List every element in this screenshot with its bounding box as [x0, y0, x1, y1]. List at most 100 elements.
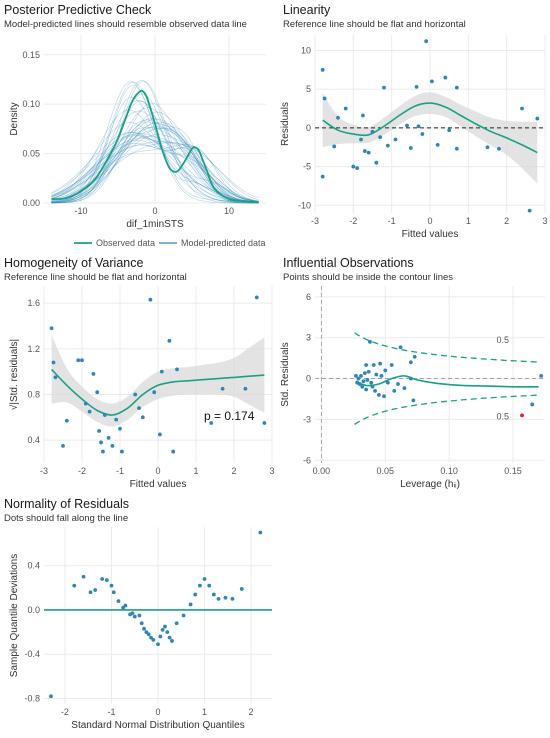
x-tick-label: 3: [269, 466, 274, 476]
predicted-density-line: [51, 118, 259, 203]
observation-point: [364, 387, 369, 392]
residual-point: [382, 85, 386, 90]
residual-point: [148, 297, 153, 302]
observation-point: [383, 368, 388, 373]
x-tick-label: -1: [107, 707, 115, 717]
qq-chart: -2 -1 0 1 2 -0.8 -0.4 0.0 0.4 Standard Normal Dis…: [9, 527, 272, 731]
loess-line: [355, 375, 539, 388]
x-tick-label: 0.10: [440, 466, 458, 476]
quantile-point: [163, 624, 167, 629]
y-tick-label: -0.8: [24, 693, 40, 703]
quantile-point: [165, 630, 170, 634]
quantile-point: [123, 603, 128, 608]
x-axis-label: Leverage (hᵢᵢ): [400, 479, 460, 490]
residual-point: [447, 128, 452, 133]
observation-point: [385, 380, 390, 385]
observation-point: [374, 372, 379, 377]
residual-point: [424, 39, 429, 44]
observation-point: [396, 382, 400, 386]
predicted-density-line: [51, 93, 259, 204]
residual-point: [106, 435, 111, 440]
x-tick-label: 1: [466, 216, 471, 226]
quantile-point: [88, 590, 93, 595]
observation-point: [366, 369, 371, 374]
ppc-title: Posterior Predictive Check: [4, 3, 152, 17]
quantile-point: [111, 590, 116, 595]
observation-point: [379, 373, 384, 378]
y-tick-label: 0: [306, 123, 311, 133]
residual-point: [366, 150, 371, 155]
residual-point: [520, 106, 524, 111]
x-tick-label: 10: [224, 206, 234, 216]
residual-point: [99, 440, 103, 445]
residual-point: [343, 106, 348, 111]
hov-subtitle: Reference line should be flat and horizo…: [4, 272, 187, 283]
observation-point: [411, 398, 416, 403]
residual-point: [158, 432, 162, 437]
quantile-point: [167, 635, 172, 640]
observation-point: [364, 363, 369, 367]
quantile-point: [188, 602, 193, 607]
predicted-density-line: [51, 134, 259, 203]
p-value-annotation: p = 0.174: [204, 409, 255, 423]
residual-point: [361, 113, 365, 118]
residual-point: [362, 149, 367, 153]
x-tick-label: 0.15: [504, 466, 522, 476]
predicted-density-line: [51, 139, 259, 203]
residual-point: [220, 386, 225, 391]
x-tick-label: -3: [40, 466, 48, 476]
observation-point: [376, 393, 381, 397]
x-axis-label: Fitted values: [402, 229, 459, 240]
residual-point: [91, 372, 96, 376]
residual-point: [430, 79, 434, 84]
qq-subtitle: Dots should fall along the line: [4, 513, 129, 524]
predicted-density-line: [51, 81, 259, 204]
y-tick-label: -3: [303, 414, 311, 424]
quantile-point: [49, 694, 53, 699]
residual-point: [378, 135, 383, 140]
x-tick-label: 0.00: [313, 466, 331, 476]
residual-point: [101, 449, 105, 454]
residual-point: [87, 409, 92, 414]
x-tick-label: 3: [542, 216, 547, 226]
x-tick-label: -2: [61, 707, 69, 717]
qq-title: Normality of Residuals: [4, 497, 130, 511]
residual-point: [167, 338, 172, 343]
quantile-point: [170, 639, 174, 643]
quantile-point: [109, 583, 114, 588]
quantile-point: [211, 592, 216, 597]
x-tick-label: -2: [78, 466, 86, 476]
ppc-chart: -10 0 10 0.00 0.05 0.10 0.15 dif_1minSTS Density…: [9, 35, 266, 248]
observed-density-line: [51, 89, 259, 203]
observation-point: [360, 384, 365, 389]
y-axis-label: Std. Residuals: [280, 342, 291, 406]
observation-point: [370, 384, 375, 389]
predicted-density-line: [51, 127, 259, 203]
residual-point: [120, 449, 124, 454]
quantile-point: [223, 595, 228, 600]
residual-point: [405, 123, 409, 128]
residual-point: [332, 144, 337, 149]
residual-point: [209, 421, 214, 425]
y-tick-label: 1.6: [27, 298, 40, 308]
influential-point: [520, 413, 524, 418]
observation-point: [389, 363, 394, 367]
observation-point: [371, 363, 376, 367]
quantile-point: [258, 530, 263, 535]
residual-point: [393, 137, 398, 142]
predicted-density-line: [51, 127, 259, 203]
quantile-point: [193, 592, 198, 597]
observation-point: [362, 371, 367, 376]
predicted-density-line: [51, 132, 259, 204]
y-tick-label: 3: [306, 333, 311, 343]
quantile-point: [216, 597, 221, 601]
cooks-contour-lower: [354, 394, 539, 425]
observation-point: [408, 376, 413, 381]
contour-label-upper: 0.5: [496, 335, 509, 345]
quantile-point: [116, 599, 121, 604]
x-axis-label: dif_1minSTS: [126, 219, 184, 230]
residual-point: [416, 124, 421, 129]
observation-point: [356, 376, 361, 381]
predicted-density-line: [51, 142, 259, 200]
y-tick-label: 0.10: [22, 99, 40, 109]
